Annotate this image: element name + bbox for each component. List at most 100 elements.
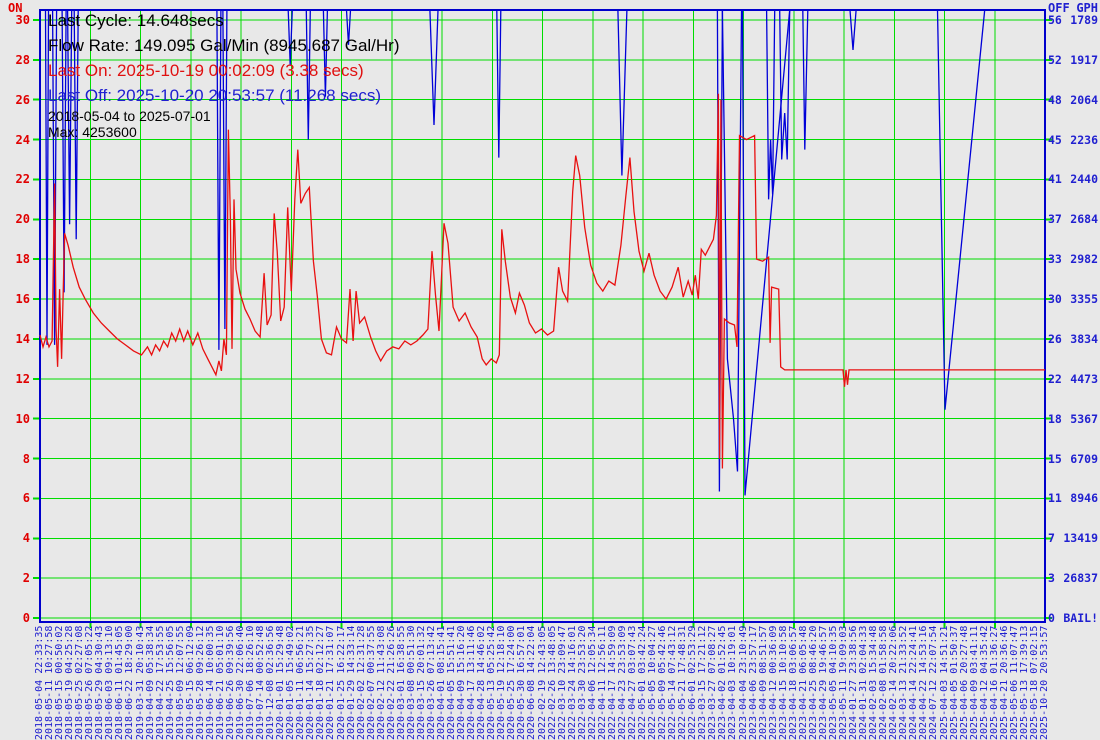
gph-header-label: GPH	[1076, 1, 1098, 15]
right-axis-header: OFF GPH	[1048, 1, 1098, 15]
off-tick-56: 56	[1048, 13, 1062, 27]
off-tick-7: 7	[1048, 531, 1055, 546]
left-axis-tick-24: 24	[15, 132, 30, 147]
off-tick-41: 41	[1048, 172, 1062, 187]
gph-tick-2684: 2684	[1070, 212, 1098, 227]
gph-tick-5367: 5367	[1070, 411, 1098, 426]
last-off-text: Last Off: 2025-10-20 20:53:57 (11.268 se…	[48, 86, 381, 105]
right-axis-row-12: 11 8946	[1048, 491, 1098, 505]
x-axis-label-50: 2022-02-19 12:43:05	[536, 625, 548, 740]
x-axis-label-69: 2023-04-03 10:19:01	[727, 625, 739, 740]
left-axis-tick-10: 10	[15, 411, 30, 426]
right-axis-row-6: 33 2982	[1048, 252, 1098, 266]
off-tick-45: 45	[1048, 132, 1062, 147]
off-series-segment-15	[721, 9, 743, 472]
off-tick-22: 22	[1048, 371, 1062, 386]
right-axis-row-10: 18 5367	[1048, 412, 1098, 426]
gph-tick-4473: 4473	[1070, 371, 1098, 386]
gph-tick-26837: 26837	[1063, 571, 1098, 586]
x-axis-label-9: 2018-06-22 18:29:00	[124, 625, 136, 740]
left-axis-header: ON	[8, 1, 23, 15]
right-axis-row-1: 52 1917	[1048, 53, 1098, 67]
left-axis-tick-12: 12	[15, 371, 30, 386]
off-series-segment-19	[802, 9, 809, 150]
right-axis-row-9: 22 4473	[1048, 372, 1098, 386]
off-tick-3: 3	[1048, 571, 1055, 586]
date-range-text: 2018-05-04 to 2025-07-01	[48, 108, 211, 124]
left-axis-tick-0: 0	[22, 611, 30, 626]
x-axis-label-89: 2024-07-12 22:07:54	[928, 625, 940, 740]
gph-tick-3834: 3834	[1070, 331, 1098, 346]
off-header-label: OFF	[1048, 1, 1070, 15]
plot-frame	[39, 9, 1046, 623]
gph-tick-6709: 6709	[1070, 451, 1098, 466]
right-axis-row-2: 48 2064	[1048, 93, 1098, 107]
last-cycle-text: Last Cycle: 14.648secs	[48, 11, 224, 30]
off-series-segment-8	[305, 9, 311, 140]
left-axis-tick-16: 16	[15, 292, 30, 307]
right-axis-row-5: 37 2684	[1048, 212, 1098, 226]
left-axis-tick-18: 18	[15, 252, 30, 267]
left-axis-tick-6: 6	[22, 491, 30, 506]
off-series-segment-0	[44, 9, 50, 345]
off-tick-33: 33	[1048, 252, 1062, 267]
right-axis-row-3: 45 2236	[1048, 133, 1098, 147]
off-tick-52: 52	[1048, 52, 1062, 67]
off-series-segment-12	[496, 9, 502, 158]
left-axis-tick-30: 30	[15, 13, 30, 27]
off-series-segment-4	[73, 9, 79, 240]
off-tick-15: 15	[1048, 451, 1062, 466]
left-axis-tick-8: 8	[22, 451, 30, 466]
left-axis-tick-28: 28	[15, 52, 30, 67]
x-axis-label-49: 2020-06-08 14:22:04	[526, 625, 538, 740]
gph-tick-3355: 3355	[1070, 292, 1098, 307]
off-series-segment-11	[429, 9, 439, 126]
x-axis-label-100: 2025-10-20 20:53:57	[1039, 625, 1050, 740]
gph-tick-8946: 8946	[1070, 491, 1098, 506]
gph-tick-1789: 1789	[1070, 13, 1098, 27]
on-series	[39, 93, 1045, 469]
left-axis-tick-26: 26	[15, 92, 30, 107]
off-series-segment-21	[936, 9, 986, 410]
flow-rate-text: Flow Rate: 149.095 Gal/Min (8945.687 Gal…	[48, 36, 400, 55]
off-series-segment-7	[287, 9, 293, 65]
off-series-segment-20	[849, 9, 857, 50]
off-tick-48: 48	[1048, 92, 1062, 107]
left-axis-tick-4: 4	[22, 531, 30, 546]
off-series-segment-3	[66, 9, 73, 225]
off-series-segment-10	[345, 9, 352, 45]
off-tick-37: 37	[1048, 212, 1062, 227]
off-series-segment-17	[765, 9, 776, 200]
last-on-text: Last On: 2025-10-19 00:02:09 (3.38 secs)	[48, 61, 364, 80]
off-series-segment-1	[51, 9, 58, 345]
x-axis-label-29: 2020-01-21 17:31:07	[325, 625, 337, 740]
off-series-segment-6	[222, 9, 228, 330]
gph-tick-1917: 1917	[1070, 52, 1098, 67]
right-axis-row-4: 41 2440	[1048, 172, 1098, 186]
left-axis-tick-20: 20	[15, 212, 30, 227]
off-series-segment-9	[322, 9, 329, 97]
off-series-segment-18	[779, 9, 791, 160]
off-series-segment-13	[617, 9, 628, 176]
off-tick-0: 0	[1048, 611, 1055, 626]
x-axis-label-30: 2020-01-25 16:22:17	[335, 625, 347, 740]
right-axis-row-15: 0 BAIL!	[1048, 611, 1098, 625]
gph-tick-2982: 2982	[1070, 252, 1098, 267]
off-series-segment-5	[216, 9, 222, 350]
x-axis-label-70: 2023-04-04 23:10:49	[737, 625, 749, 740]
gph-tick-13419: 13419	[1063, 531, 1098, 546]
right-axis-row-13: 7 13419	[1048, 531, 1098, 545]
max-text: Max: 4253600	[48, 124, 137, 140]
gph-tick-2236: 2236	[1070, 132, 1098, 147]
right-axis-row-7: 30 3355	[1048, 292, 1098, 306]
right-axis-row-14: 3 26837	[1048, 571, 1098, 585]
off-series-segment-16	[741, 9, 791, 496]
overlay-text-block: Last Cycle: 14.648secs Flow Rate: 149.09…	[48, 8, 400, 140]
x-axis-label-90: 2025-04-03 14:51:21	[938, 625, 950, 740]
gph-tick-BAIL!: BAIL!	[1063, 611, 1098, 626]
gph-tick-2440: 2440	[1070, 172, 1098, 187]
off-tick-11: 11	[1048, 491, 1062, 506]
left-axis-tick-14: 14	[15, 331, 30, 346]
right-axis-row-11: 15 6709	[1048, 452, 1098, 466]
